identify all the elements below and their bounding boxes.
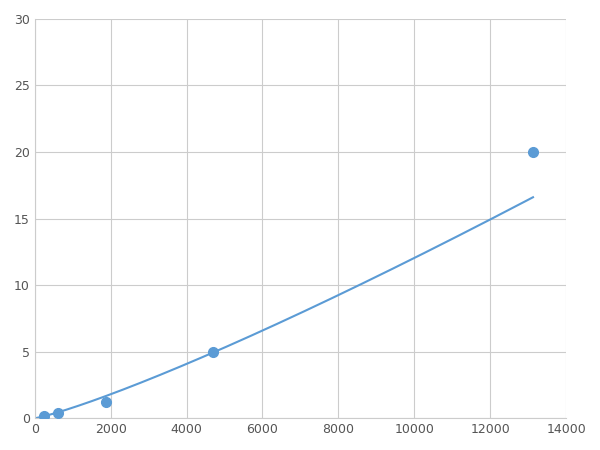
Point bbox=[208, 348, 217, 356]
Point bbox=[101, 399, 110, 406]
Point bbox=[40, 412, 49, 419]
Point bbox=[53, 410, 63, 417]
Point bbox=[528, 148, 538, 156]
